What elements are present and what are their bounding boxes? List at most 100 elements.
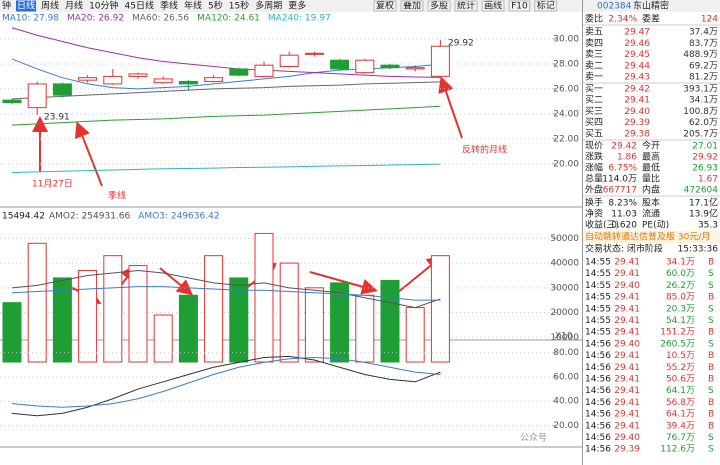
field-value: 114.0万 [602,175,637,185]
tab[interactable]: 15秒 [229,0,249,12]
toolbar-button[interactable]: 统计 [457,0,475,12]
candle-body [330,59,350,70]
trade-volume: 56.8万 [666,398,695,408]
trade-price: 29.41 [614,328,640,338]
promo[interactable]: 自动跳转通达信普及版 30元/月 [585,231,710,243]
book-label: 买五 [585,128,603,139]
tab[interactable]: 日线 [17,0,35,12]
tab[interactable]: 5秒 [208,0,223,12]
trade-volume: 76.7万 [666,433,695,443]
trade-volume: 64.1万 [666,386,695,396]
ma-line [11,357,441,408]
y-tick-label: 30000 [550,283,579,293]
tab[interactable]: 月线 [65,0,83,12]
book-label: 卖三 [585,49,603,60]
trade-side: S [708,281,714,291]
watermark: 公众号 [520,433,547,444]
trade-time: 14:56 [585,339,611,349]
trade-price: 29.41 [614,304,640,314]
trade-side: S [708,339,714,349]
toolbar-button[interactable]: 多股 [430,0,448,12]
legend-entry: MA10: 27.98 [2,14,59,24]
trade-side: S [708,445,714,455]
field-label: 今开 [642,140,660,152]
tab[interactable]: 钟 [2,0,11,12]
trade-side: B [708,351,714,361]
book-price: 29.42 [624,85,650,95]
trade-side: B [708,258,714,268]
tab[interactable]: 周线 [41,0,59,12]
volume-bar [27,242,47,363]
status-time: 15:33:36 [678,245,719,255]
legend-entry: AMO2: 254931.66 [49,212,131,222]
tab[interactable]: 10分钟 [89,0,118,12]
trade-side: B [708,421,714,431]
book-label: 卖一 [585,72,603,83]
trade-volume: 54.1万 [666,316,695,326]
tab[interactable]: 45日线 [125,0,154,12]
trade-side: B [708,410,714,420]
trade-side: S [708,269,714,279]
field-label: 量比 [642,173,660,185]
field-label: 净资 [585,208,603,220]
trade-time: 14:56 [585,351,611,361]
tab[interactable]: 更多 [288,0,306,12]
field-value: 13.9亿 [689,208,718,220]
toolbar-button[interactable]: 叠加 [403,1,421,12]
trade-price: 29.41 [614,269,640,279]
annotation: 11月27日 [32,179,73,190]
volume-bar [430,255,450,363]
volume-bar [405,307,425,363]
trade-volume: 260.5万 [660,339,695,349]
book-volume: 488.9万 [683,50,718,60]
trade-side: S [708,304,714,314]
toolbar-button[interactable]: 复权 [376,0,394,12]
toolbar-button[interactable]: 标记 [537,0,555,12]
volume-bar [52,277,72,363]
toolbar-button[interactable]: 画线 [484,0,502,12]
toolbar-button[interactable]: F10 [511,2,528,12]
candle-body [52,83,72,96]
book-label: 买四 [585,117,603,128]
candle-body [153,78,173,84]
tab[interactable]: 年线 [184,0,202,12]
trade-side: S [708,316,714,326]
y-tick-label: 40000 [550,259,579,269]
ma-line [11,105,441,126]
volume-bar [153,314,173,363]
field-label: 股本 [642,197,660,209]
stock-name: 东山精密 [633,0,669,12]
trade-price: 29.40 [614,339,640,349]
button-frame [481,0,505,12]
book-price: 29.40 [624,107,650,117]
volume-bar [330,282,350,363]
trade-time: 14:56 [585,386,611,396]
candle-body [254,64,274,77]
trade-time: 14:56 [585,398,611,408]
candle-body [103,75,123,85]
field-label: 内盘 [642,184,660,196]
trade-volume: 112.6万 [660,445,695,455]
book-volume: 81.2万 [689,73,718,83]
ma-line [11,270,441,309]
ma-line [11,81,441,100]
tab[interactable]: 季线 [160,0,178,12]
y-tick-label: 26.00 [553,84,579,94]
toolbar [0,0,582,12]
field-label: 委差 [642,13,660,25]
button-frame [373,0,397,12]
button-frame [427,0,451,12]
candle-body [355,59,375,74]
trade-price: 29.41 [614,316,640,326]
unit-label: X10 [555,332,573,342]
volume-label: 15494.42 [2,212,45,222]
tab[interactable]: 多周期 [255,0,282,12]
y-tick-label: 30.00 [553,34,579,44]
book-price: 29.47 [624,28,650,38]
trade-time: 14:55 [585,269,611,279]
field-value: 29.92 [692,153,718,163]
trade-volume: 64.1万 [666,410,695,420]
trade-price: 29.41 [614,293,640,303]
book-price: 29.43 [624,73,650,83]
field-label: 最高 [642,151,660,163]
